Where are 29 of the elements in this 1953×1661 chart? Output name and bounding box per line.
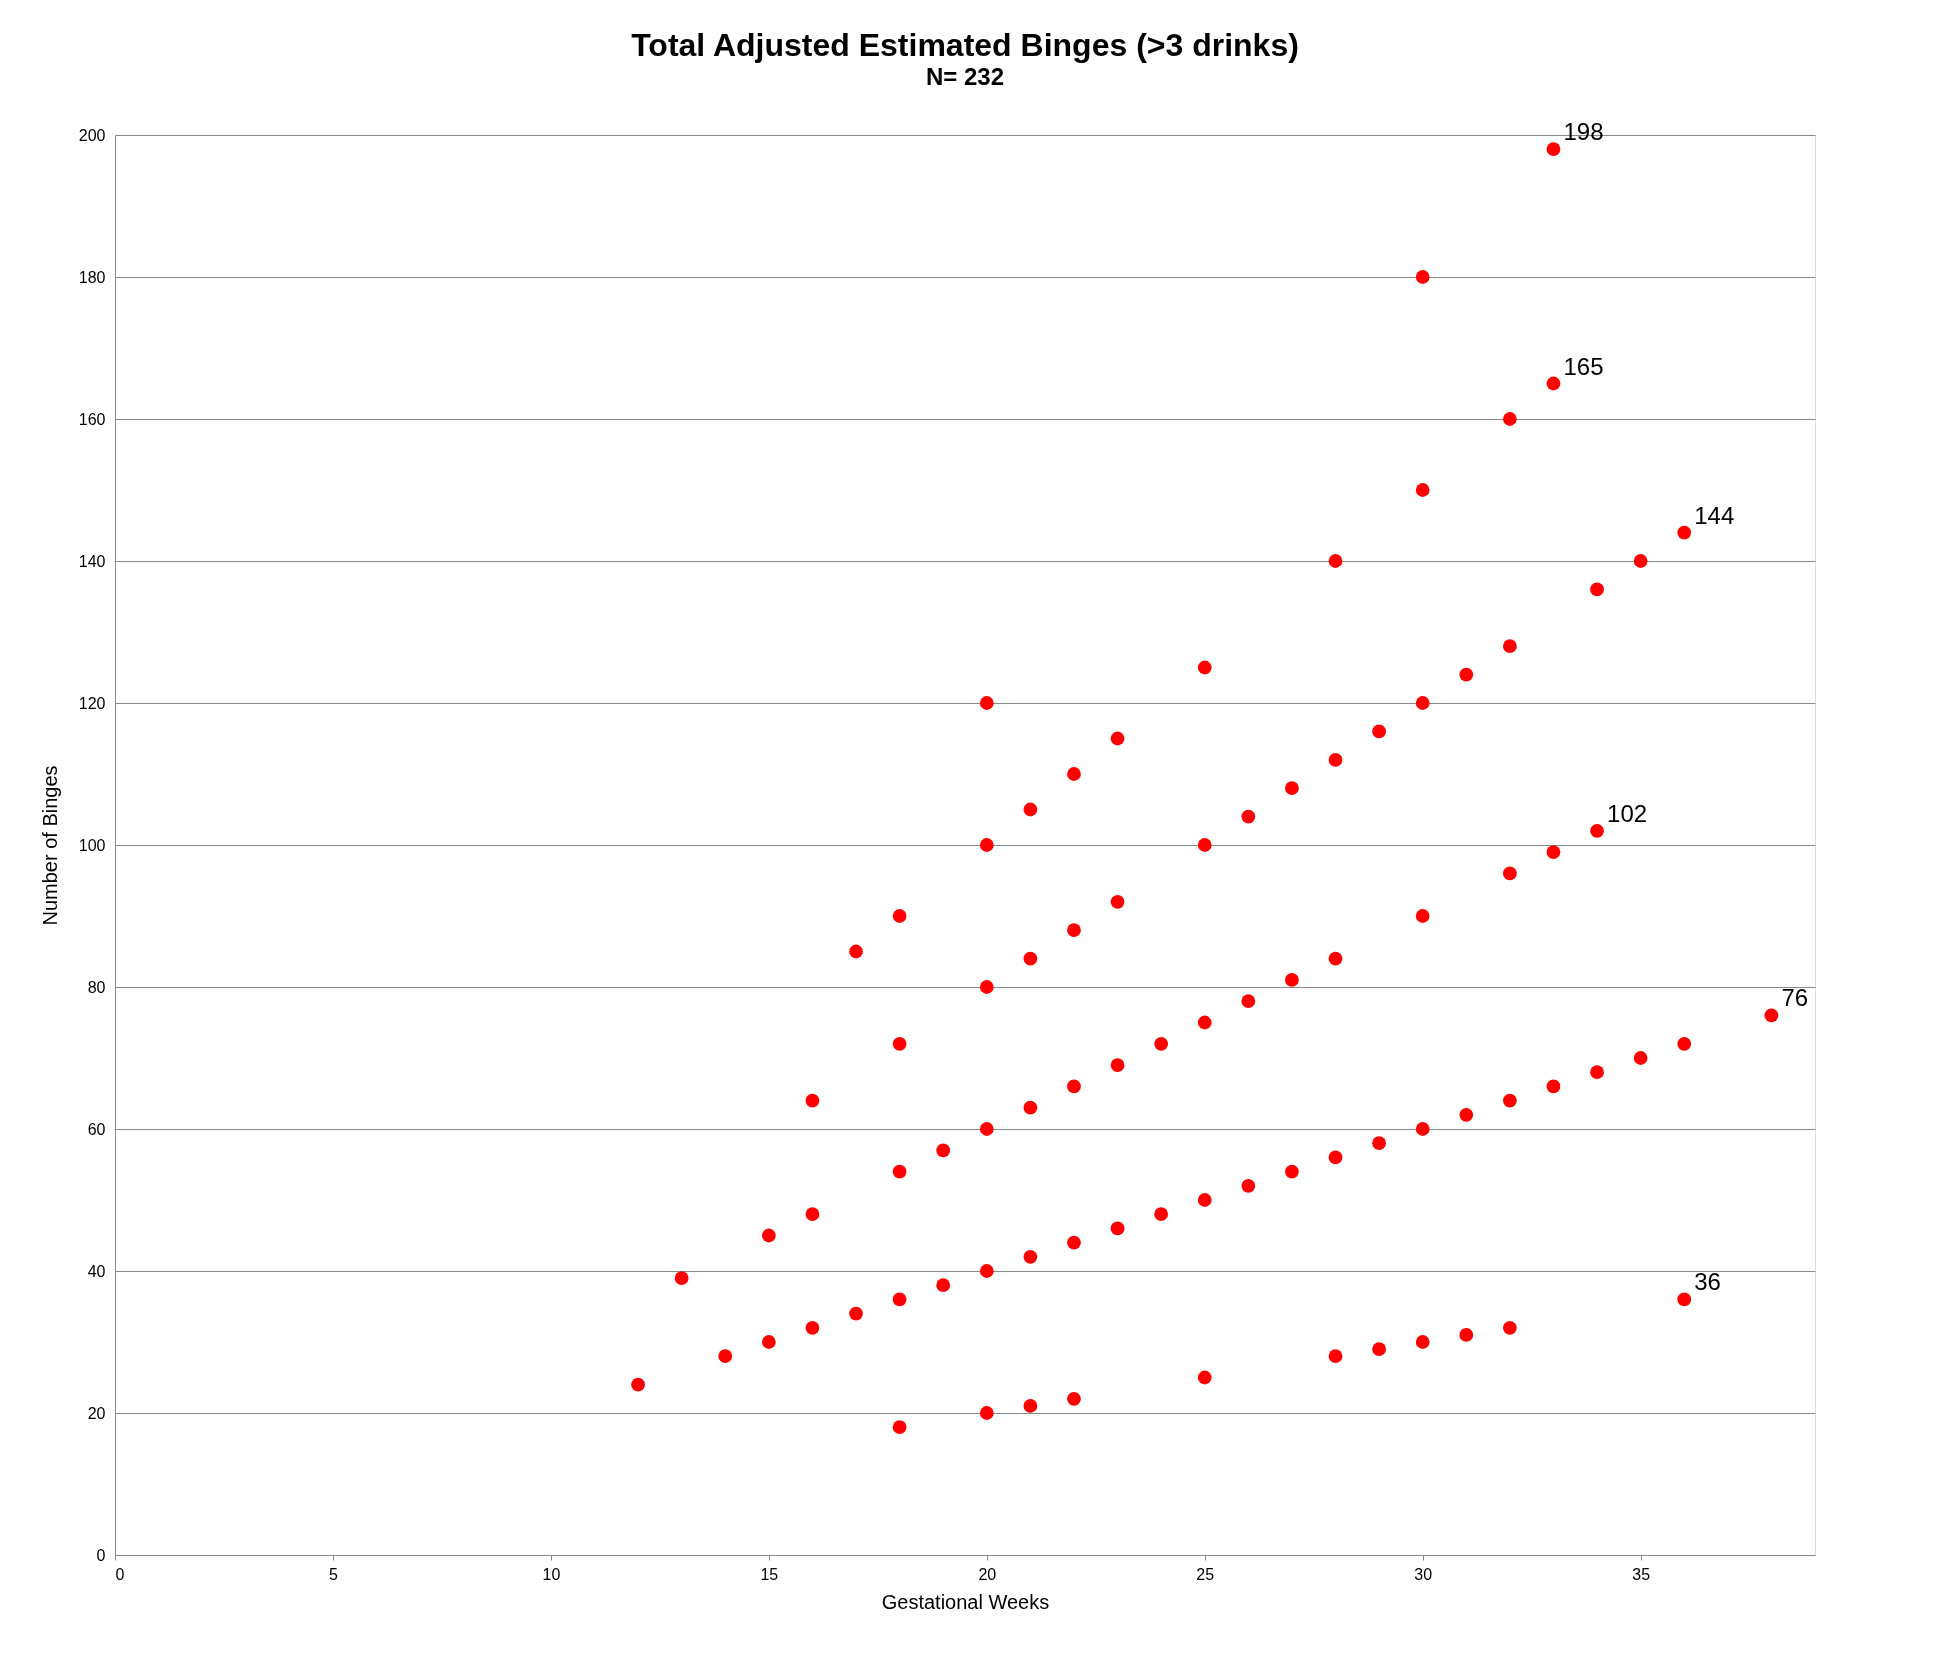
y-tick-label: 60 [87,1120,106,1138]
chart-title: Total Adjusted Estimated Binges (>3 drinks) [631,27,1299,64]
data-label: 144 [1694,501,1735,529]
x-tick-label: 20 [978,1565,997,1583]
data-label: 102 [1607,799,1648,827]
y-tick-label: 140 [78,552,106,570]
chart-subtitle: N= 232 [925,63,1005,91]
data-label: 165 [1563,352,1604,380]
x-tick-label: 30 [1414,1565,1433,1583]
data-label: 76 [1781,984,1809,1012]
y-tick-label: 80 [87,978,106,996]
data-label: 36 [1694,1268,1721,1296]
y-tick-label: 100 [78,836,106,854]
x-tick-label: 15 [760,1565,779,1583]
y-tick-label: 120 [78,694,106,712]
x-tick-label: 0 [115,1565,125,1583]
y-tick-label: 160 [78,410,106,428]
data-label: 198 [1563,118,1604,146]
x-tick-label: 35 [1632,1565,1651,1583]
x-tick-label: 5 [329,1565,338,1583]
y-axis-title: Number of Binges [38,765,61,926]
x-tick-label: 10 [542,1565,561,1583]
x-axis-title: Gestational Weeks [881,1590,1050,1613]
y-tick-label: 200 [78,126,106,144]
y-tick-label: 0 [96,1546,106,1564]
x-tick-label: 25 [1196,1565,1215,1583]
y-tick-label: 40 [87,1262,106,1280]
y-tick-label: 180 [78,268,106,286]
y-tick-label: 20 [87,1404,106,1422]
